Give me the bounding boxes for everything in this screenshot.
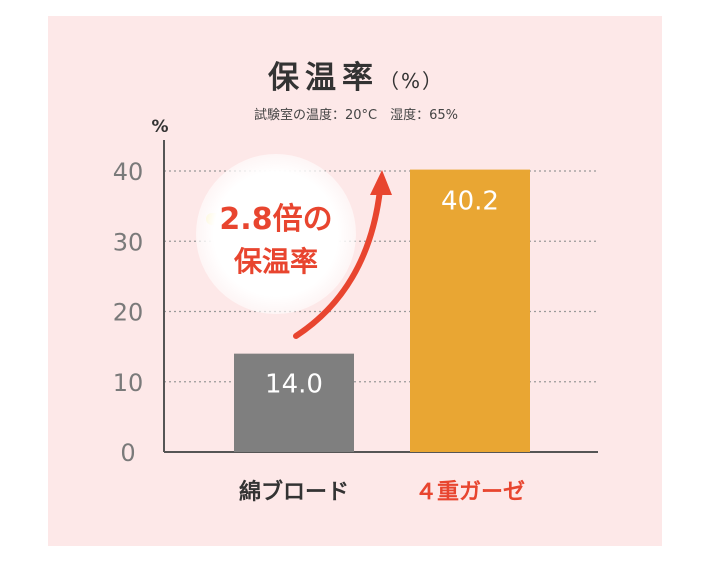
x-category-label-1: 綿ブロード <box>238 480 349 505</box>
bar-value-label-2: 40.2 <box>441 187 499 217</box>
y-tick-label-10: 10 <box>113 369 144 397</box>
y-tick-label-0: 0 <box>120 439 135 467</box>
bar-2 <box>410 169 530 452</box>
y-tick-label-30: 30 <box>113 228 144 256</box>
callout-line-1: 2.8倍の <box>219 202 333 237</box>
chart-title: 保温率（%） <box>0 52 712 97</box>
chart-background <box>48 16 662 546</box>
bar-value-label-1: 14.0 <box>265 370 323 400</box>
x-category-label-2: ４重ガーゼ <box>414 480 525 505</box>
growth-arrow-line <box>293 187 383 339</box>
chart-subtitle: 試験室の温度：20°C 湿度：65% <box>253 108 458 123</box>
title-unit: （%） <box>378 69 444 93</box>
y-tick-label-20: 20 <box>113 299 144 327</box>
callout-badge: 2.8倍の 保温率 <box>196 154 356 314</box>
growth-arrow-head <box>370 170 392 195</box>
y-axis-unit-label: % <box>151 117 168 137</box>
callout-line-2: 保温率 <box>233 245 318 278</box>
bar-1 <box>234 353 354 452</box>
y-tick-label-40: 40 <box>113 158 144 186</box>
title-text: 保温率 <box>267 60 379 96</box>
